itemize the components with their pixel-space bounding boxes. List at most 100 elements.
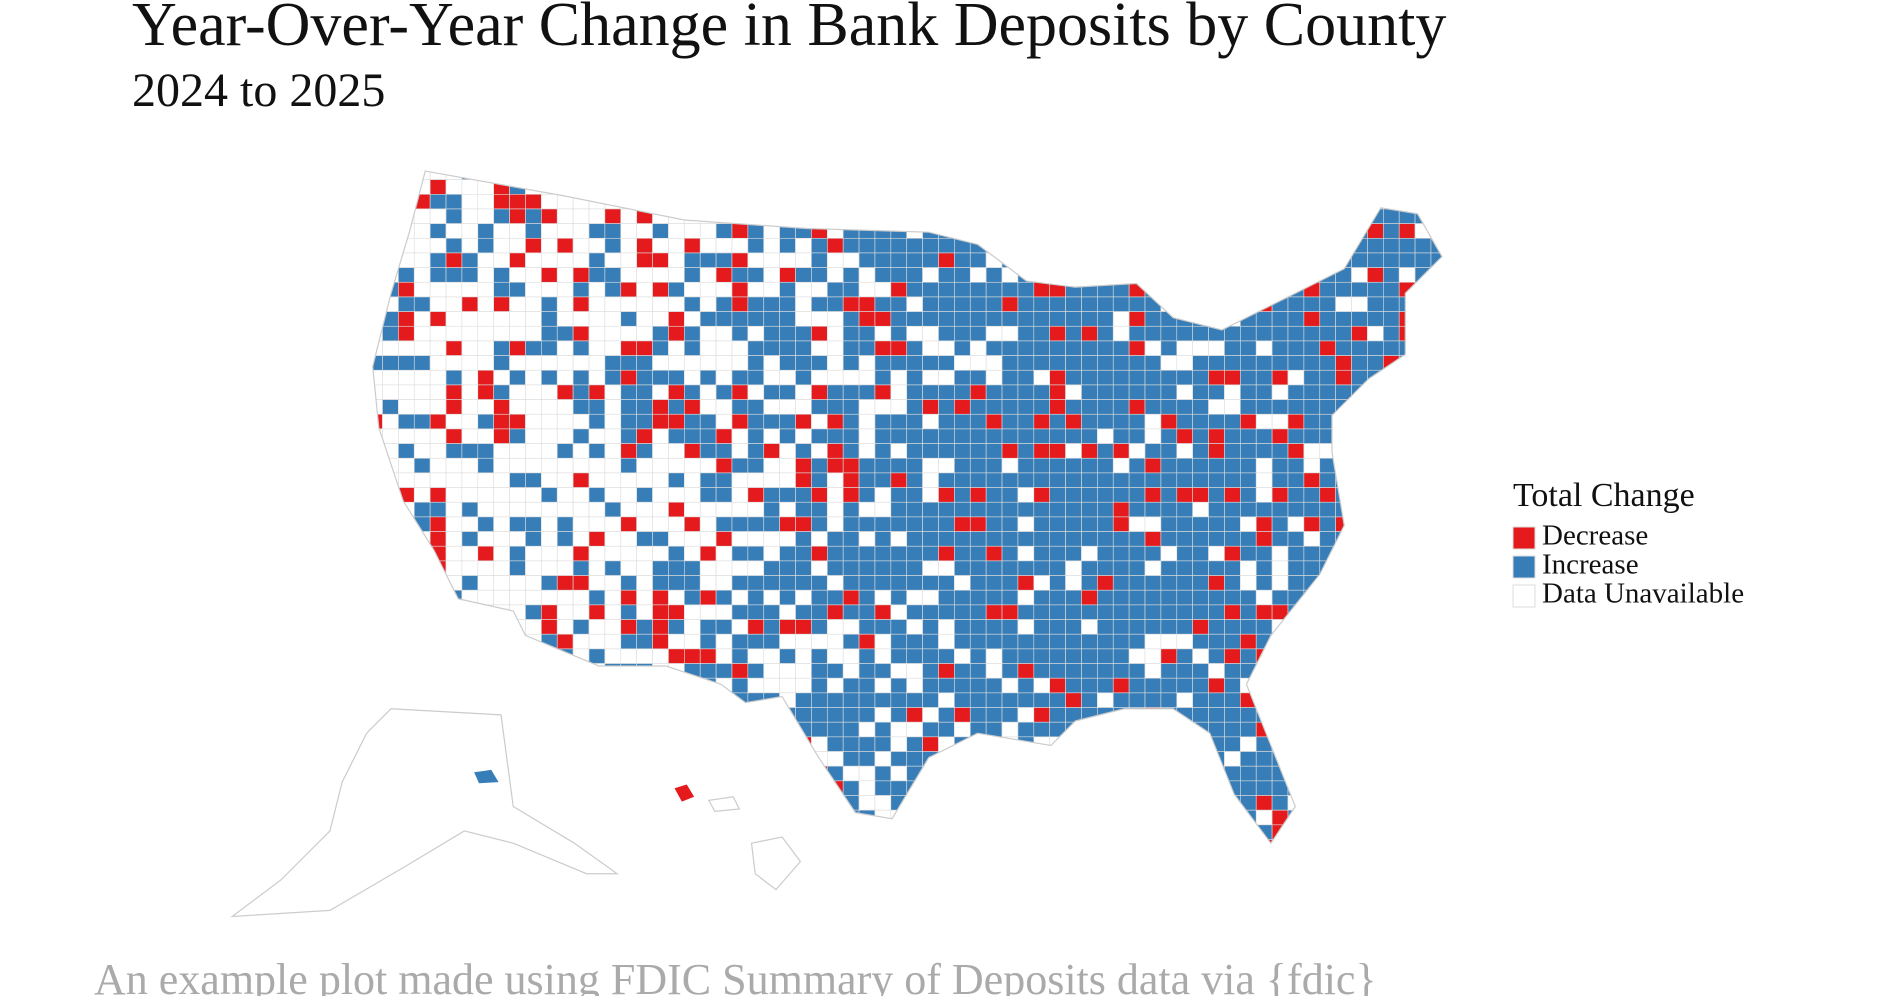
county (954, 501, 971, 518)
county (811, 589, 828, 606)
county (954, 179, 971, 195)
county (525, 648, 542, 664)
county (1255, 677, 1273, 694)
county (699, 325, 717, 342)
county (1017, 633, 1035, 650)
county (1414, 237, 1432, 254)
county (842, 413, 860, 430)
county (1351, 281, 1368, 298)
county (858, 413, 876, 430)
county (1335, 443, 1352, 459)
county (826, 575, 844, 591)
county (890, 355, 908, 371)
county (699, 648, 717, 664)
county (1176, 677, 1193, 694)
county (1097, 824, 1114, 840)
county (1414, 795, 1432, 811)
county (1128, 171, 1146, 180)
county (429, 443, 447, 459)
county (969, 516, 987, 532)
county (763, 721, 780, 738)
county (1271, 545, 1289, 562)
county (556, 179, 574, 195)
county (1112, 252, 1130, 268)
county (1382, 663, 1400, 679)
county (1382, 692, 1400, 708)
county (1224, 325, 1241, 342)
county (541, 281, 558, 298)
county (1271, 208, 1289, 224)
county (509, 355, 526, 371)
county (954, 604, 971, 620)
county (1335, 501, 1352, 518)
county (858, 780, 876, 796)
county (461, 267, 479, 283)
county (779, 487, 796, 503)
county (429, 355, 447, 371)
county (1414, 208, 1432, 224)
county (1208, 208, 1225, 224)
county (763, 296, 780, 312)
county (1097, 751, 1114, 767)
county (1017, 193, 1035, 210)
county (969, 545, 987, 562)
county (795, 619, 812, 635)
county (715, 208, 733, 224)
county (1001, 311, 1019, 327)
county (1192, 193, 1209, 210)
county (826, 472, 844, 488)
county (1081, 311, 1098, 327)
county (1128, 355, 1146, 371)
county (699, 501, 717, 518)
county (985, 340, 1003, 356)
county (398, 428, 415, 444)
county (1271, 677, 1289, 694)
county (668, 267, 685, 283)
county (811, 795, 828, 811)
county (1192, 560, 1209, 576)
county (1382, 677, 1400, 694)
county (1208, 384, 1225, 400)
county (874, 589, 892, 606)
county (572, 281, 590, 298)
county (1001, 237, 1019, 254)
county (890, 208, 908, 224)
county (969, 531, 987, 547)
county (541, 472, 558, 488)
county (541, 692, 558, 708)
county (1271, 340, 1289, 356)
county (795, 575, 812, 591)
county (1112, 736, 1130, 752)
county (1414, 809, 1432, 826)
county (699, 516, 717, 532)
county (1112, 619, 1130, 635)
county (1192, 736, 1209, 752)
county (429, 648, 447, 664)
county (461, 208, 479, 224)
county (1208, 795, 1225, 811)
county (684, 575, 701, 591)
county (699, 619, 717, 635)
county (906, 355, 923, 371)
county (985, 472, 1003, 488)
county (509, 237, 526, 254)
county (1271, 809, 1289, 826)
county (652, 780, 669, 796)
county (779, 208, 796, 224)
county (652, 237, 669, 254)
county (1430, 765, 1442, 782)
county (1033, 252, 1051, 268)
county (795, 765, 812, 782)
county (1319, 171, 1336, 180)
county (922, 516, 939, 532)
county (1049, 267, 1066, 283)
county (1033, 545, 1051, 562)
county (1255, 208, 1273, 224)
county (668, 311, 685, 327)
county (1033, 208, 1051, 224)
county (779, 428, 796, 444)
county (922, 765, 939, 782)
county (1271, 560, 1289, 576)
county (1112, 171, 1130, 180)
county (652, 721, 669, 738)
